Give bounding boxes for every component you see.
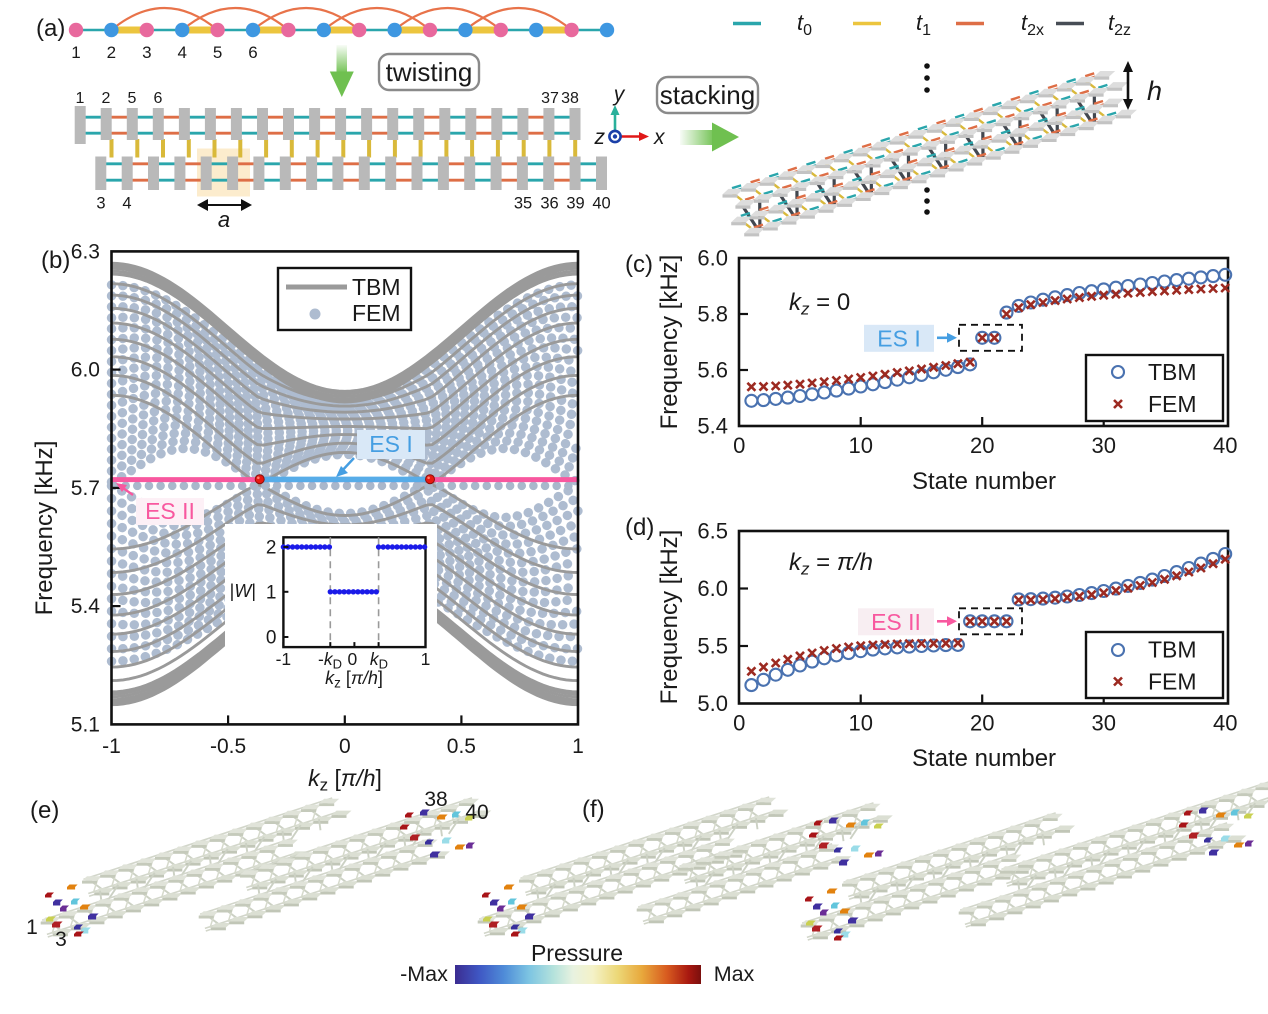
svg-text:twisting: twisting [386, 57, 473, 87]
svg-text:(c): (c) [625, 251, 653, 278]
svg-text:Frequency [kHz]: Frequency [kHz] [656, 530, 683, 705]
svg-text:40: 40 [592, 195, 610, 213]
svg-text:5.6: 5.6 [697, 358, 728, 383]
svg-text:a: a [218, 207, 230, 232]
svg-text:6.5: 6.5 [697, 519, 728, 544]
svg-text:4: 4 [122, 195, 131, 213]
svg-text:FEM: FEM [352, 300, 401, 326]
svg-text:1: 1 [76, 90, 85, 107]
svg-text:TBM: TBM [352, 274, 401, 300]
svg-text:-1: -1 [276, 649, 292, 669]
svg-text:6.3: 6.3 [71, 240, 100, 263]
svg-text:2: 2 [107, 43, 116, 62]
svg-text:38: 38 [561, 90, 579, 107]
svg-text:30: 30 [1091, 711, 1115, 736]
svg-text:kz = 0: kz = 0 [789, 289, 850, 319]
svg-text:38: 38 [424, 788, 447, 811]
svg-text:6.0: 6.0 [697, 576, 728, 601]
svg-text:2: 2 [266, 538, 277, 559]
svg-text:2: 2 [102, 90, 111, 107]
svg-text:1: 1 [421, 649, 431, 669]
svg-text:TBM: TBM [1148, 359, 1197, 385]
svg-text:-1: -1 [102, 735, 121, 758]
svg-text:40: 40 [1213, 433, 1237, 458]
svg-text:1: 1 [572, 735, 584, 758]
svg-text:0: 0 [348, 649, 358, 669]
svg-text:FEM: FEM [1148, 391, 1197, 417]
svg-text:20: 20 [970, 433, 994, 458]
svg-text:-Max: -Max [400, 962, 448, 986]
svg-text:20: 20 [970, 711, 994, 736]
svg-text:h: h [1147, 76, 1162, 106]
svg-text:36: 36 [540, 195, 558, 213]
svg-text:FEM: FEM [1148, 669, 1197, 695]
svg-text:5.8: 5.8 [697, 302, 728, 327]
svg-text:State number: State number [912, 468, 1056, 495]
svg-text:1: 1 [266, 582, 277, 603]
svg-text:0: 0 [266, 628, 277, 649]
svg-text:0: 0 [733, 433, 745, 458]
svg-text:ES I: ES I [877, 325, 920, 351]
svg-text:40: 40 [465, 801, 488, 824]
svg-text:5: 5 [128, 90, 137, 107]
svg-text:5.1: 5.1 [71, 713, 100, 736]
svg-text:Frequency [kHz]: Frequency [kHz] [31, 441, 58, 616]
svg-text:5: 5 [213, 43, 222, 62]
svg-text:1: 1 [71, 43, 80, 62]
svg-text:10: 10 [848, 433, 872, 458]
svg-text:10: 10 [848, 711, 872, 736]
svg-text:-0.5: -0.5 [210, 735, 246, 758]
svg-text:(f): (f) [582, 796, 605, 823]
svg-text:5.4: 5.4 [71, 595, 101, 618]
svg-text:5.7: 5.7 [71, 477, 100, 500]
svg-text:4: 4 [177, 43, 186, 62]
svg-text:kz [π/h]: kz [π/h] [308, 765, 382, 795]
svg-text:40: 40 [1213, 711, 1237, 736]
svg-text:6.0: 6.0 [71, 359, 100, 382]
svg-text:35: 35 [514, 195, 532, 213]
svg-text:(a): (a) [36, 15, 65, 42]
svg-text:|W|: |W| [230, 581, 256, 601]
svg-text:39: 39 [566, 195, 584, 213]
svg-text:(d): (d) [625, 514, 654, 541]
svg-text:Frequency [kHz]: Frequency [kHz] [656, 255, 683, 430]
svg-text:y: y [612, 83, 626, 106]
svg-text:5.0: 5.0 [697, 691, 728, 716]
svg-text:ES I: ES I [369, 431, 412, 457]
svg-text:3: 3 [142, 43, 151, 62]
svg-text:stacking: stacking [660, 80, 755, 110]
svg-text:z: z [594, 126, 606, 149]
svg-text:3: 3 [55, 928, 67, 951]
svg-text:6.0: 6.0 [697, 246, 728, 271]
svg-text:0: 0 [733, 711, 745, 736]
svg-text:6: 6 [154, 90, 163, 107]
svg-text:Pressure: Pressure [531, 940, 623, 966]
svg-text:(e): (e) [30, 797, 59, 824]
svg-text:5.4: 5.4 [697, 414, 728, 439]
svg-text:ES II: ES II [871, 609, 921, 635]
svg-text:TBM: TBM [1148, 637, 1197, 663]
svg-text:kz [π/h]: kz [π/h] [325, 668, 383, 691]
svg-text:3: 3 [96, 195, 105, 213]
svg-text:37: 37 [541, 90, 559, 107]
svg-text:30: 30 [1091, 433, 1115, 458]
svg-text:Max: Max [714, 962, 755, 986]
svg-text:ES II: ES II [145, 498, 195, 524]
svg-text:6: 6 [248, 43, 257, 62]
svg-text:x: x [653, 126, 666, 149]
svg-text:0: 0 [339, 735, 351, 758]
svg-text:0.5: 0.5 [447, 735, 476, 758]
svg-text:5.5: 5.5 [697, 634, 728, 659]
svg-text:State number: State number [912, 745, 1056, 772]
svg-text:1: 1 [26, 916, 38, 939]
svg-text:(b): (b) [41, 247, 70, 274]
